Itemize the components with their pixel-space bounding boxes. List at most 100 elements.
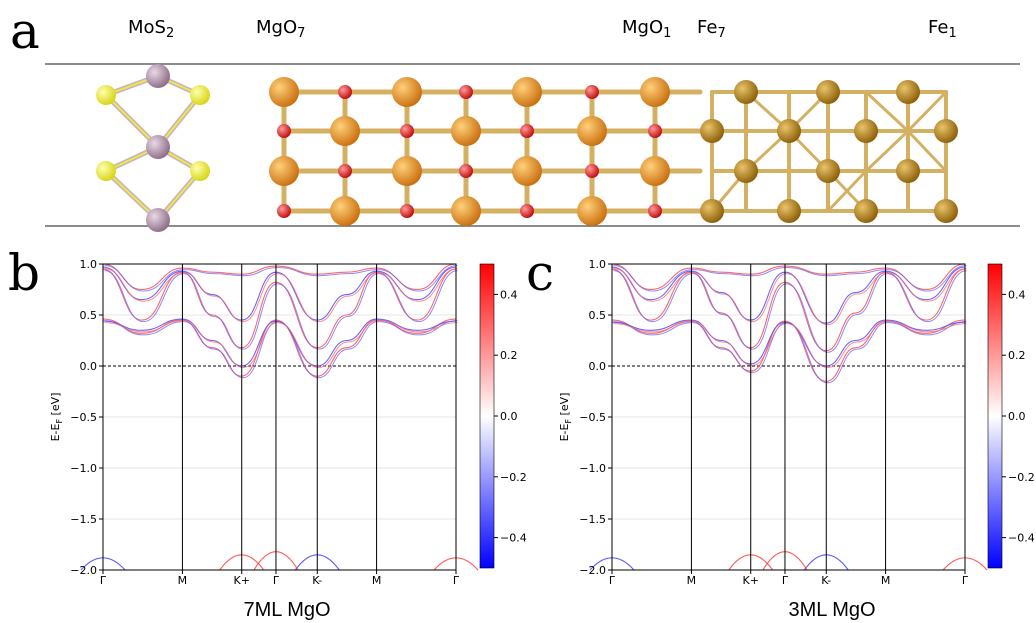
iron-atom <box>896 159 920 183</box>
magnesium-atom <box>640 77 670 107</box>
x-tick-label: Γ <box>782 574 789 587</box>
oxygen-atom <box>648 204 662 218</box>
iron-atom <box>700 119 724 143</box>
band-line <box>104 265 458 292</box>
magnesium-atom <box>269 77 299 107</box>
y-tick-label: −0.5 <box>579 411 606 424</box>
x-tick-label: Γ <box>609 574 616 587</box>
oxygen-atom <box>648 124 662 138</box>
x-tick-label: K+ <box>743 574 759 587</box>
colorbar-tick-label: −0.2 <box>500 471 527 484</box>
magnesium-atom <box>392 77 422 107</box>
y-axis-label: E-EF [eV] <box>558 393 573 442</box>
iron-atom <box>896 80 920 104</box>
band-line <box>613 321 967 369</box>
x-tick-label: M <box>178 574 188 587</box>
magnesium-atom <box>330 196 360 226</box>
molybdenum-atom <box>146 208 170 232</box>
colorbar-tick-label: 0.0 <box>1008 410 1026 423</box>
atomic-structure <box>96 64 958 232</box>
x-tick-label: K- <box>312 574 322 587</box>
colorbar-tick-label: 0.0 <box>500 410 518 423</box>
magnesium-atom <box>392 156 422 186</box>
band-line <box>613 268 967 326</box>
oxygen-atom <box>400 204 414 218</box>
iron-atom <box>854 119 878 143</box>
oxygen-atom <box>520 124 534 138</box>
sulfur-atom <box>96 85 116 105</box>
panel-letter-a: a <box>10 2 40 60</box>
colorbar <box>479 263 495 569</box>
label-mgo1: MgO1 <box>622 17 671 41</box>
label-fe1: Fe1 <box>928 17 957 41</box>
y-tick-label: −1.0 <box>579 462 606 475</box>
iron-atom <box>700 199 724 223</box>
y-tick-label: −0.5 <box>70 411 97 424</box>
iron-atom <box>816 159 840 183</box>
iron-atom <box>934 199 958 223</box>
band-line <box>611 268 966 352</box>
label-mgo7: MgO7 <box>256 17 305 41</box>
oxygen-atom <box>459 85 473 99</box>
iron-atom <box>777 119 801 143</box>
band-line <box>613 265 967 292</box>
oxygen-atom <box>400 124 414 138</box>
bond <box>864 90 910 133</box>
iron-atom <box>816 80 840 104</box>
x-tick-label: M <box>372 574 382 587</box>
magnesium-atom <box>512 156 542 186</box>
y-tick-label: 0.0 <box>589 360 607 373</box>
oxygen-atom <box>277 204 291 218</box>
sulfur-atom <box>190 161 210 181</box>
y-tick-label: 0.5 <box>80 309 98 322</box>
y-tick-label: 0.5 <box>589 309 607 322</box>
band-line <box>104 270 458 350</box>
magnesium-atom <box>577 116 607 146</box>
x-tick-label: Γ <box>962 574 969 587</box>
iron-atom <box>777 199 801 223</box>
band-structure-3ml: −2.0 −1.5 −1.0 −0.5 0.0 0.5 1.0 Γ M K+ Γ K- M Γ E-EF [… <box>558 258 1035 587</box>
band-line <box>104 268 458 323</box>
caption-3ml: 3ML MgO <box>788 599 875 621</box>
panel-letter-c: c <box>526 244 554 302</box>
label-fe7: Fe7 <box>697 17 726 41</box>
band-line <box>104 320 458 369</box>
x-tick-label: K+ <box>234 574 250 587</box>
iron-atom <box>854 199 878 223</box>
colorbar-tick-label: 0.4 <box>1008 288 1026 301</box>
x-tick-label: M <box>881 574 891 587</box>
magnesium-atom <box>330 116 360 146</box>
caption-7ml: 7ML MgO <box>243 599 330 621</box>
x-tick-label: Γ <box>100 574 107 587</box>
magnesium-atom <box>269 156 299 186</box>
bond <box>906 129 948 173</box>
magnesium-atom <box>512 77 542 107</box>
oxygen-atom <box>459 164 473 178</box>
band-line <box>611 319 966 367</box>
panel-letter-b: b <box>8 244 40 302</box>
iron-atom <box>934 119 958 143</box>
sulfur-atom <box>96 161 116 181</box>
colorbar-tick-label: 0.2 <box>1008 349 1026 362</box>
x-tick-label: Γ <box>453 574 460 587</box>
magnesium-atom <box>451 196 481 226</box>
colorbar-tick-label: 0.4 <box>500 288 518 301</box>
x-tick-label: M <box>687 574 697 587</box>
bond <box>864 129 910 173</box>
magnesium-atom <box>577 196 607 226</box>
band-line <box>613 270 967 353</box>
colorbar <box>987 263 1003 569</box>
bond <box>906 90 948 133</box>
y-tick-label: 0.0 <box>80 360 98 373</box>
y-tick-label: −2.0 <box>579 564 606 577</box>
iron-atom <box>734 80 758 104</box>
y-tick-label: 1.0 <box>80 258 98 271</box>
panel-a: a MoS2 MgO7 MgO1 Fe7 Fe1 <box>10 2 1020 232</box>
sulfur-atom <box>190 85 210 105</box>
x-tick-label: Γ <box>273 574 280 587</box>
band-line <box>102 318 457 367</box>
magnesium-atom <box>640 156 670 186</box>
y-axis-label: E-EF [eV] <box>49 393 64 442</box>
x-tick-label: K- <box>821 574 831 587</box>
band-structure-7ml: −2.0 −1.5 −1.0 −0.5 0.0 0.5 1.0 Γ M K+ Γ K- M Γ E-EF [… <box>49 258 527 587</box>
